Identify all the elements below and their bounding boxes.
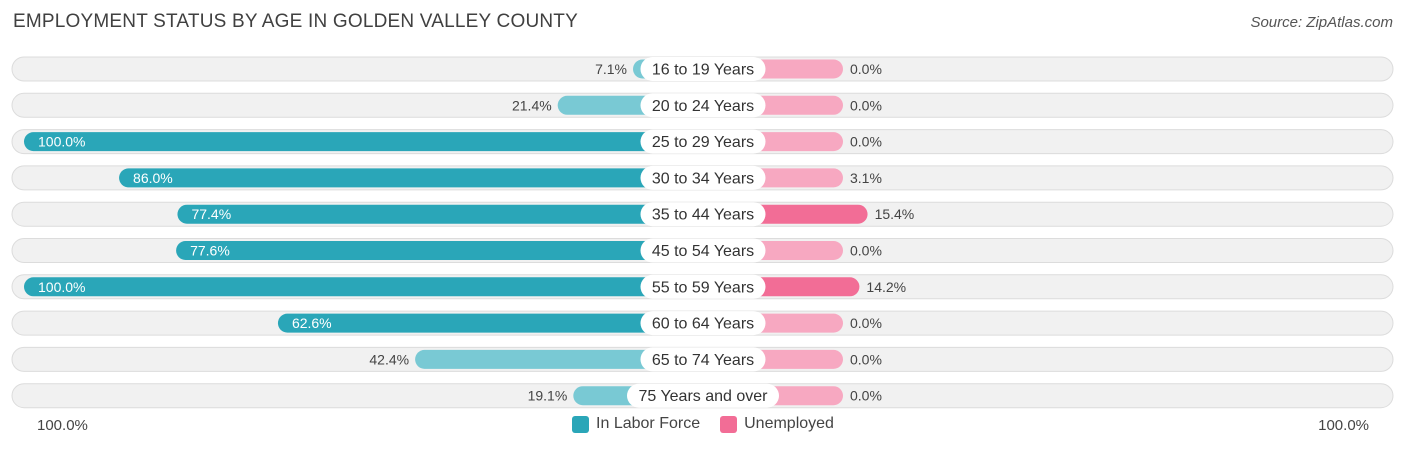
labor-force-bar: [177, 204, 704, 224]
labor-force-bar: [415, 349, 703, 369]
category-pill: [640, 202, 766, 227]
category-pill: [640, 238, 766, 263]
category-label: 65 to 74 Years: [652, 352, 754, 369]
labor-force-value-label: 62.6%: [292, 315, 332, 331]
chart-plot: 7.1% 0.0% 16 to 19 Years 21.4% 0.0% 20 to 24 …: [11, 56, 1394, 409]
labor-force-value-label: 42.4%: [369, 351, 409, 367]
unemployed-value-label: 0.0%: [850, 351, 882, 367]
category-pill: [640, 57, 766, 81]
labor-force-bar: [24, 277, 703, 297]
category-pill: [640, 129, 766, 154]
legend-item-unemployed[interactable]: Unemployed: [720, 415, 834, 433]
unemployed-value-label: 0.0%: [850, 388, 882, 404]
category-label: 30 to 34 Years: [652, 170, 754, 187]
axis-right-label: 100.0%: [1318, 417, 1369, 434]
category-label: 75 Years and over: [639, 388, 769, 405]
unemployed-value-label: 0.0%: [850, 97, 882, 113]
legend-swatch-unemployed: [720, 415, 738, 433]
labor-force-bar: [119, 168, 703, 188]
labor-force-bar: [176, 241, 703, 260]
labor-force-value-label: 100.0%: [38, 134, 85, 150]
labor-force-value-label: 86.0%: [133, 170, 173, 186]
unemployed-value-label: 0.0%: [850, 243, 882, 259]
category-pill: [640, 93, 766, 118]
labor-force-value-label: 100.0%: [38, 279, 85, 295]
legend-item-labor-force[interactable]: In Labor Force: [572, 415, 700, 433]
category-label: 16 to 19 Years: [652, 62, 754, 79]
category-pill: [640, 165, 766, 190]
category-label: 25 to 29 Years: [652, 134, 754, 151]
category-label: 55 to 59 Years: [652, 279, 754, 296]
unemployed-value-label: 14.2%: [866, 279, 906, 295]
labor-force-value-label: 77.6%: [190, 243, 230, 259]
unemployed-value-label: 0.0%: [850, 134, 882, 150]
unemployed-value-label: 3.1%: [850, 170, 882, 186]
unemployed-value-label: 0.0%: [850, 61, 882, 77]
source-label: Source: ZipAtlas.com: [1250, 14, 1393, 31]
legend-label-labor-force: In Labor Force: [596, 415, 701, 432]
category-pill: [640, 274, 766, 299]
labor-force-value-label: 77.4%: [191, 206, 231, 222]
category-pill: [627, 383, 779, 408]
labor-force-value-label: 21.4%: [512, 97, 552, 113]
category-pill: [640, 347, 766, 372]
axis-left-label: 100.0%: [37, 417, 88, 434]
category-label: 20 to 24 Years: [652, 98, 754, 115]
legend-label-unemployed: Unemployed: [744, 415, 834, 432]
labor-force-value-label: 19.1%: [528, 388, 568, 404]
legend: In Labor Force Unemployed: [0, 415, 1406, 433]
labor-force-bar: [24, 132, 703, 152]
chart-title: EMPLOYMENT STATUS BY AGE IN GOLDEN VALLE…: [13, 11, 578, 32]
labor-force-bar: [277, 313, 703, 333]
category-label: 60 to 64 Years: [652, 316, 754, 333]
labor-force-value-label: 7.1%: [595, 61, 627, 77]
category-pill: [640, 311, 766, 336]
category-label: 45 to 54 Years: [652, 243, 754, 260]
unemployed-value-label: 0.0%: [850, 315, 882, 331]
unemployed-value-label: 15.4%: [875, 206, 915, 222]
category-label: 35 to 44 Years: [652, 207, 754, 224]
legend-swatch-labor-force: [572, 415, 590, 433]
